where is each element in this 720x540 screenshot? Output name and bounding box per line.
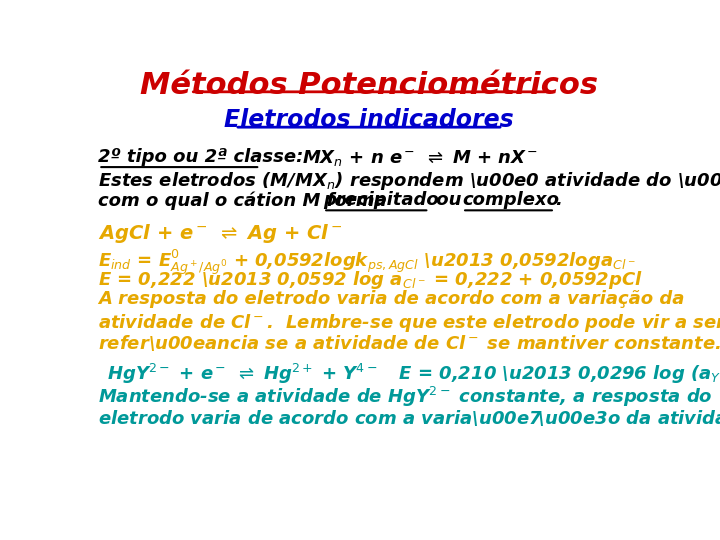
- Text: refer\u00eancia se a atividade de Cl$^-$ se mantiver constante.: refer\u00eancia se a atividade de Cl$^-$…: [99, 333, 720, 353]
- Text: atividade de Cl$^-$.  Lembre-se que este eletrodo pode vir a ser: atividade de Cl$^-$. Lembre-se que este …: [99, 312, 720, 334]
- Text: MX$_n$ + n e$^-$ $\rightleftharpoons$ M + nX$^-$: MX$_n$ + n e$^-$ $\rightleftharpoons$ M …: [302, 148, 539, 168]
- Text: com o qual o cátion M forma: com o qual o cátion M forma: [99, 191, 393, 210]
- Text: Eletrodos indicadores: Eletrodos indicadores: [224, 109, 514, 132]
- Text: .: .: [555, 191, 562, 209]
- Text: 2º tipo ou 2ª classe:: 2º tipo ou 2ª classe:: [99, 148, 304, 166]
- Text: Estes eletrodos (M/MX$_n$) respondem \u00e0 atividade do \u00e2nion: Estes eletrodos (M/MX$_n$) respondem \u0…: [99, 170, 720, 192]
- Text: A resposta do eletrodo varia de acordo com a variação da: A resposta do eletrodo varia de acordo c…: [99, 290, 685, 308]
- Text: precipitado: precipitado: [323, 191, 439, 209]
- Text: E$_{ind}$ = E$^0_{Ag^+/Ag^0}$ + 0,0592logk$_{ps,AgCl}$ \u2013 0,0592loga$_{Cl^-}: E$_{ind}$ = E$^0_{Ag^+/Ag^0}$ + 0,0592lo…: [99, 247, 636, 276]
- Text: E = 0,222 \u2013 0,0592 log a$_{Cl^-}$ = 0,222 + 0,0592pCl: E = 0,222 \u2013 0,0592 log a$_{Cl^-}$ =…: [99, 268, 643, 291]
- Text: Mantendo-se a atividade de HgY$^{2-}$ constante, a resposta do: Mantendo-se a atividade de HgY$^{2-}$ co…: [99, 385, 713, 409]
- Text: HgY$^{2-}$ + e$^-$ $\rightleftharpoons$ Hg$^{2+}$ + Y$^{4-}$   E = 0,210 \u2013 : HgY$^{2-}$ + e$^-$ $\rightleftharpoons$ …: [101, 362, 720, 388]
- Text: complexo: complexo: [462, 191, 559, 209]
- Text: eletrodo varia de acordo com a varia\u00e7\u00e3o da atividade de Y$^{4-}$.: eletrodo varia de acordo com a varia\u00…: [99, 407, 720, 429]
- Text: Métodos Potenciométricos: Métodos Potenciométricos: [140, 71, 598, 100]
- Text: AgCl + e$^-$ $\rightleftharpoons$ Ag + Cl$^-$: AgCl + e$^-$ $\rightleftharpoons$ Ag + C…: [99, 222, 343, 245]
- Text: ou: ou: [431, 191, 468, 209]
